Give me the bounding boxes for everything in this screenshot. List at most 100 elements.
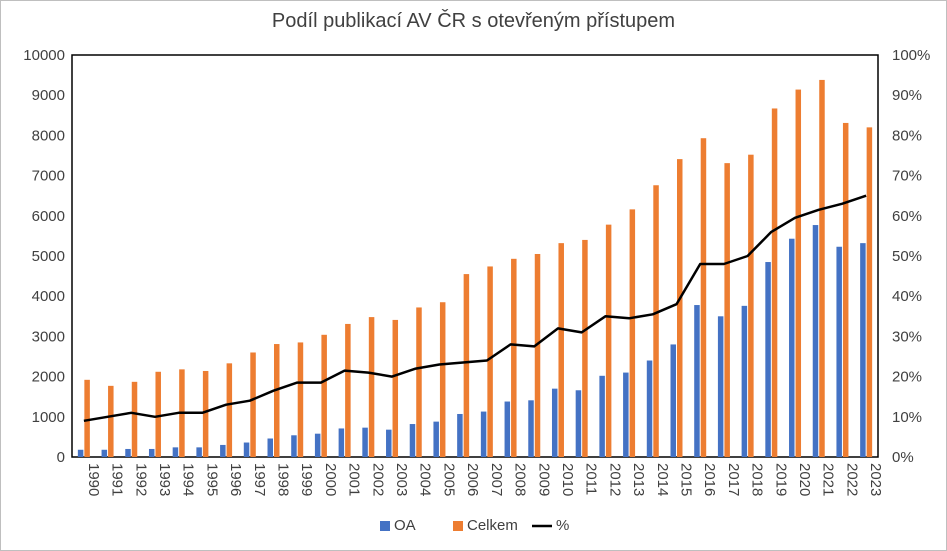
- bar-oa: [172, 447, 179, 457]
- bar-celkem: [155, 371, 161, 457]
- bar-celkem: [748, 154, 754, 458]
- bar-celkem: [297, 342, 304, 457]
- legend-swatch-celkem: [453, 521, 463, 531]
- x-tick-label: 2006: [464, 463, 481, 496]
- bar-oa: [362, 427, 368, 457]
- bar-celkem: [131, 381, 138, 457]
- x-tick-label: 2001: [346, 463, 363, 496]
- x-tick-label: 2000: [322, 463, 339, 496]
- x-tick-label: 2018: [749, 463, 766, 496]
- bar-celkem: [511, 258, 517, 457]
- bar-oa: [457, 413, 463, 457]
- x-tick-label: 2013: [630, 463, 647, 496]
- line-percent: [83, 194, 867, 423]
- bar-oa: [717, 316, 724, 457]
- bar-celkem: [368, 317, 375, 457]
- x-tick-label: 2008: [512, 463, 529, 496]
- bar-oa: [433, 421, 439, 457]
- x-tick-label: 2014: [654, 463, 671, 496]
- plot-area-border: [71, 54, 879, 458]
- bar-celkem: [819, 79, 825, 457]
- bar-oa: [860, 243, 866, 457]
- x-tick-label: 2010: [559, 463, 576, 496]
- bar-celkem: [629, 209, 636, 457]
- y-right-tick-label: 90%: [892, 87, 922, 104]
- x-tick-label: 2012: [606, 463, 623, 496]
- bar-celkem: [84, 379, 90, 457]
- bar-celkem: [416, 307, 422, 457]
- x-tick-label: 2007: [488, 463, 505, 496]
- bar-oa: [386, 429, 392, 457]
- bar-oa: [77, 449, 84, 457]
- bar-oa: [741, 305, 748, 457]
- bar-celkem: [487, 266, 493, 457]
- y-left-tick-label: 8000: [32, 127, 65, 144]
- y-right-tick-label: 40%: [892, 288, 922, 305]
- x-tick-label: 1992: [132, 463, 149, 496]
- x-tick-label: 1999: [298, 463, 315, 496]
- bar-oa: [480, 411, 487, 457]
- legend-swatch-oa: [380, 521, 390, 531]
- bar-celkem: [605, 224, 612, 457]
- x-tick-label: 2011: [583, 463, 600, 495]
- x-tick-label: 2017: [725, 463, 742, 496]
- x-tick-label: 2015: [678, 463, 695, 496]
- bar-celkem: [463, 274, 470, 457]
- y-right-tick-label: 20%: [892, 369, 922, 386]
- bar-oa: [765, 262, 771, 457]
- bar-oa: [196, 447, 202, 457]
- bar-oa: [243, 442, 250, 457]
- x-tick-label: 2009: [535, 463, 552, 496]
- legend-label-celkem: Celkem: [467, 517, 518, 534]
- bar-celkem: [226, 363, 233, 457]
- bar-oa: [646, 360, 653, 457]
- bar-oa: [528, 400, 534, 457]
- bar-oa: [599, 375, 605, 457]
- chart-title: Podíl publikací AV ČR s otevřeným přístu…: [271, 10, 676, 32]
- bar-celkem: [534, 253, 541, 457]
- x-tick-label: 2021: [820, 463, 837, 496]
- y-right-tick-label: 0%: [892, 449, 914, 466]
- bar-celkem: [677, 159, 683, 458]
- x-tick-label: 1993: [156, 463, 173, 496]
- y-right-tick-label: 50%: [892, 248, 922, 265]
- bar-oa: [125, 448, 131, 457]
- bar-oa: [409, 424, 416, 457]
- bar-celkem: [842, 122, 849, 458]
- y-left-tick-label: 3000: [32, 328, 65, 345]
- x-tick-label: 2002: [369, 463, 386, 496]
- bar-oa: [836, 246, 842, 457]
- bar-oa: [291, 435, 297, 457]
- x-tick-label: 2003: [393, 463, 410, 496]
- x-tick-label: 2022: [843, 463, 860, 496]
- legend-label-percent: %: [556, 517, 569, 534]
- bar-oa: [504, 401, 511, 457]
- x-tick-label: 2020: [796, 463, 813, 496]
- bar-oa: [101, 449, 108, 457]
- y-left-tick-label: 2000: [32, 369, 65, 386]
- x-tick-label: 2005: [440, 463, 457, 496]
- bar-celkem: [439, 302, 446, 457]
- y-left-tick-label: 9000: [32, 87, 65, 104]
- x-tick-label: 2019: [772, 463, 789, 496]
- y-left-tick-label: 0: [57, 449, 65, 466]
- bar-celkem: [108, 385, 114, 457]
- bar-oa: [314, 433, 321, 457]
- x-tick-label: 2023: [867, 463, 884, 496]
- y-left-tick-label: 4000: [32, 288, 65, 305]
- x-tick-label: 1998: [275, 463, 292, 496]
- bar-oa: [338, 428, 345, 457]
- bar-celkem: [345, 323, 351, 457]
- y-right-tick-label: 70%: [892, 168, 922, 185]
- y-left-tick-label: 10000: [23, 47, 65, 64]
- bar-celkem: [558, 243, 564, 457]
- y-left-tick-label: 6000: [32, 208, 65, 225]
- x-tick-label: 1994: [180, 463, 197, 496]
- y-left-tick-label: 5000: [32, 248, 65, 265]
- y-right-tick-label: 10%: [892, 409, 922, 426]
- bar-celkem: [771, 108, 778, 457]
- bar-celkem: [866, 127, 873, 458]
- bar-celkem: [795, 89, 802, 458]
- bar-oa: [148, 448, 155, 457]
